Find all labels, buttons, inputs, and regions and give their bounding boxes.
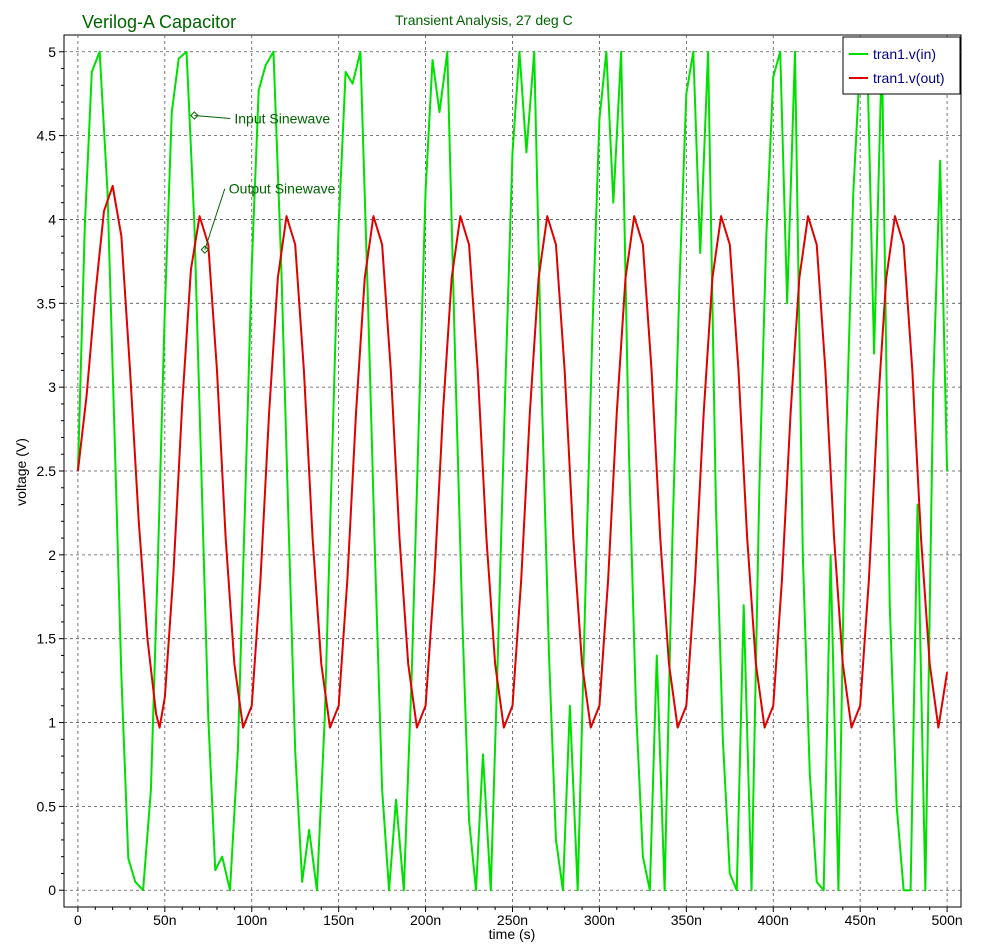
chart-title: Verilog-A Capacitor bbox=[82, 12, 236, 32]
x-tick-label: 150n bbox=[323, 912, 354, 928]
y-tick-label: 4 bbox=[48, 211, 56, 227]
annotations: Input Sinewave Output Sinewave bbox=[190, 110, 336, 254]
y-tick-label: 5 bbox=[48, 44, 56, 60]
y-tick-label: 0 bbox=[48, 882, 56, 898]
annotation-label: Input Sinewave bbox=[234, 110, 330, 126]
y-tick-label: 1.5 bbox=[37, 631, 57, 647]
x-tick-label: 450n bbox=[845, 912, 876, 928]
y-tick-label: 3 bbox=[48, 379, 56, 395]
x-tick-label: 50n bbox=[153, 912, 176, 928]
legend-label-in: tran1.v(in) bbox=[873, 46, 936, 62]
annotation-marker bbox=[200, 245, 210, 254]
legend-label-out: tran1.v(out) bbox=[873, 70, 945, 86]
y-axis-label: voltage (V) bbox=[13, 438, 29, 506]
chart-subtitle: Transient Analysis, 27 deg C bbox=[395, 12, 573, 28]
annotation-label: Output Sinewave bbox=[229, 181, 336, 197]
x-tick-label: 300n bbox=[584, 912, 615, 928]
annotation-leader bbox=[194, 114, 231, 119]
annotation-leader bbox=[204, 188, 226, 250]
legend: tran1.v(in) tran1.v(out) bbox=[842, 36, 961, 95]
y-tick-label: 0.5 bbox=[37, 798, 57, 814]
series-layer bbox=[76, 50, 949, 892]
x-tick-label: 0 bbox=[74, 912, 82, 928]
y-tick-label: 1 bbox=[48, 715, 56, 731]
x-tick-label: 250n bbox=[497, 912, 528, 928]
grid-lines bbox=[64, 35, 961, 907]
x-tick-label: 200n bbox=[410, 912, 441, 928]
x-tick-label: 100n bbox=[236, 912, 267, 928]
y-tick-label: 2.5 bbox=[37, 463, 57, 479]
y-tick-label: 2 bbox=[48, 547, 56, 563]
annotation-marker bbox=[190, 111, 199, 120]
series-line-in bbox=[76, 50, 949, 892]
x-tick-label: 500n bbox=[932, 912, 963, 928]
x-axis-label: time (s) bbox=[489, 926, 536, 942]
series-line-out bbox=[76, 184, 949, 729]
x-tick-label: 400n bbox=[758, 912, 789, 928]
axis-ticks: 0 50n 100n 150n 200n 250n 300n 350n 400n 450n 500n… bbox=[37, 44, 963, 928]
y-tick-label: 3.5 bbox=[37, 295, 57, 311]
x-tick-label: 350n bbox=[671, 912, 702, 928]
y-tick-label: 4.5 bbox=[37, 128, 57, 144]
legend-box bbox=[842, 36, 961, 95]
